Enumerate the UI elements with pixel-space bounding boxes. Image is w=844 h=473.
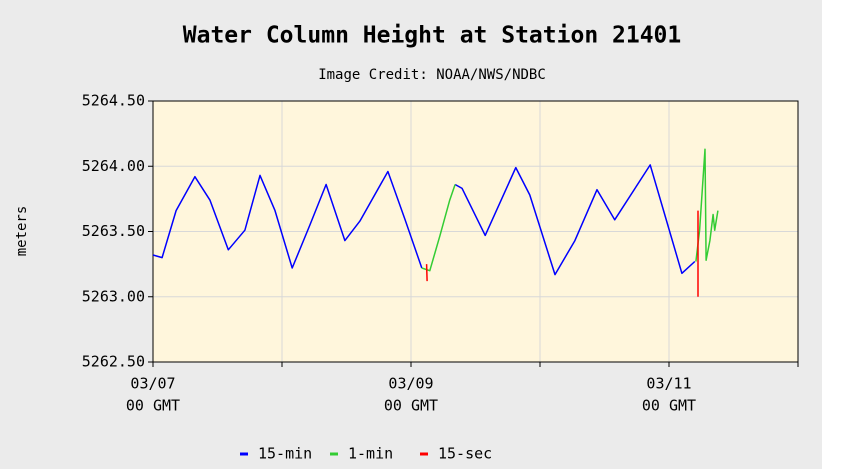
legend-label: 15-sec	[438, 445, 492, 463]
legend-label: 15-min	[258, 445, 312, 463]
y-tick-label: 5262.50	[82, 353, 145, 371]
chart-title: Water Column Height at Station 21401	[183, 23, 682, 49]
x-tick-label: 03/09	[388, 375, 433, 393]
y-axis-label: meters	[14, 206, 30, 257]
x-tick-label: 03/07	[130, 375, 175, 393]
x-tick-time: 00 GMT	[384, 397, 438, 415]
series-line	[425, 210, 699, 297]
x-tick-label: 03/11	[646, 375, 691, 393]
x-tick-time: 00 GMT	[126, 397, 180, 415]
series-line	[152, 164, 696, 276]
legend-label: 1-min	[348, 445, 393, 463]
y-tick-label: 5264.50	[82, 92, 145, 110]
plot-frame	[152, 100, 799, 363]
chart-subtitle: Image Credit: NOAA/NWS/NDBC	[318, 67, 546, 83]
y-tick-label: 5263.00	[82, 287, 145, 305]
y-tick-label: 5263.50	[82, 222, 145, 240]
y-tick-label: 5264.00	[82, 157, 145, 175]
x-tick-time: 00 GMT	[642, 397, 696, 415]
margin	[822, 0, 844, 469]
